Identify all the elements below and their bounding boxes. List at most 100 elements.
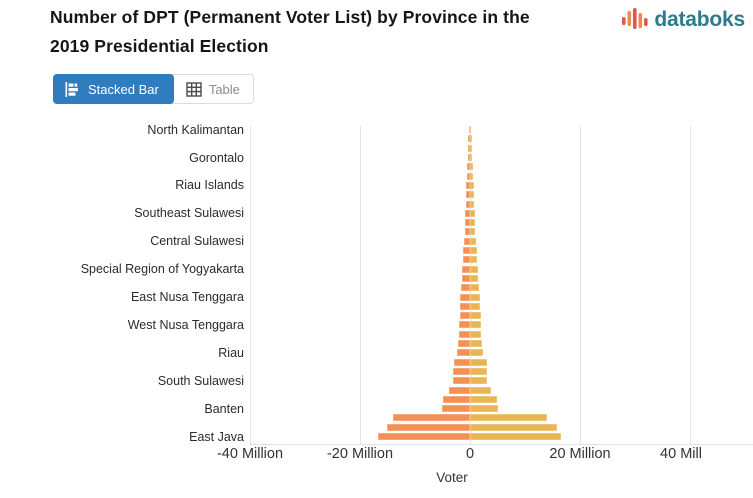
bar-segment-right[interactable] — [470, 228, 476, 236]
stacked-bar-toggle-button[interactable]: Stacked Bar — [53, 74, 174, 104]
bar-segment-left[interactable] — [467, 172, 470, 180]
bar-segment-left[interactable] — [467, 144, 470, 152]
bar-segment-right[interactable] — [470, 414, 547, 422]
bar-segment-left[interactable] — [462, 265, 470, 273]
y-axis-label: West Nusa Tenggara — [127, 317, 244, 332]
bar-segment-left[interactable] — [459, 312, 470, 320]
y-axis-label: Riau — [218, 345, 244, 360]
x-tick-label: 0 — [465, 446, 475, 462]
page-title-line2: 2019 Presidential Election — [50, 35, 269, 56]
x-tick-label: 40 Mill — [660, 446, 702, 462]
bar-segment-right[interactable] — [470, 340, 483, 348]
bar-segment-left[interactable] — [452, 377, 470, 385]
bar-segment-right[interactable] — [470, 312, 481, 320]
bar-segment-right[interactable] — [470, 163, 473, 171]
bar-segment-right[interactable] — [470, 367, 487, 375]
bar-segment-left[interactable] — [453, 358, 470, 366]
bar-segment-left[interactable] — [457, 340, 470, 348]
y-axis-label: East Java — [189, 429, 244, 444]
bar-segment-right[interactable] — [470, 135, 473, 143]
databoks-logo-icon — [622, 8, 649, 29]
bar-segment-right[interactable] — [470, 302, 481, 310]
bar-segment-right[interactable] — [470, 209, 475, 217]
bar-segment-right[interactable] — [470, 200, 474, 208]
stacked-bar-icon — [65, 81, 78, 97]
bar-segment-right[interactable] — [470, 358, 487, 366]
bar-segment-right[interactable] — [470, 126, 472, 134]
bar-segment-right[interactable] — [470, 349, 484, 357]
bar-segment-left[interactable] — [459, 321, 470, 329]
bar-segment-right[interactable] — [470, 181, 474, 189]
bar-segment-left[interactable] — [466, 181, 470, 189]
bar-segment-left[interactable] — [386, 423, 470, 431]
table-icon — [186, 81, 202, 97]
y-axis-label: Southeast Sulawesi — [134, 206, 244, 221]
bar-segment-right[interactable] — [470, 423, 557, 431]
bar-segment-left[interactable] — [393, 414, 470, 422]
bar-segment-left[interactable] — [466, 200, 470, 208]
view-toggle-group: Stacked Bar Table — [53, 74, 254, 104]
bar-segment-right[interactable] — [470, 395, 498, 403]
x-gridline — [360, 126, 361, 444]
bar-segment-right[interactable] — [470, 172, 473, 180]
y-axis-label: Gorontalo — [189, 150, 244, 165]
bar-segment-right[interactable] — [470, 191, 474, 199]
bar-segment-right[interactable] — [470, 386, 492, 394]
bar-segment-left[interactable] — [468, 126, 470, 134]
stacked-bar-toggle-label: Stacked Bar — [88, 81, 159, 97]
y-axis-label: East Nusa Tenggara — [130, 290, 244, 305]
y-axis-label: Special Region of Yogyakarta — [80, 262, 244, 277]
bar-segment-right[interactable] — [470, 293, 480, 301]
bar-segment-right[interactable] — [470, 144, 473, 152]
y-axis-label: Central Sulawesi — [150, 234, 244, 249]
bar-segment-right[interactable] — [470, 405, 498, 413]
bar-segment-left[interactable] — [464, 219, 470, 227]
bar-segment-left[interactable] — [458, 330, 470, 338]
x-gridline — [250, 126, 251, 444]
x-axis-line — [250, 444, 753, 445]
x-axis-title: Voter — [436, 470, 468, 485]
page-title-line1: Number of DPT (Permanent Voter List) by … — [50, 7, 530, 27]
bar-segment-left[interactable] — [456, 349, 470, 357]
bar-segment-right[interactable] — [470, 284, 480, 292]
table-toggle-button[interactable]: Table — [173, 75, 253, 103]
bar-segment-left[interactable] — [466, 191, 470, 199]
x-tick-label: 20 Million — [549, 446, 611, 462]
page-title: Number of DPT (Permanent Voter List) by … — [50, 3, 630, 60]
databoks-wordmark: databoks — [654, 8, 745, 31]
bar-segment-left[interactable] — [462, 256, 470, 264]
bar-segment-left[interactable] — [460, 293, 470, 301]
bar-segment-left[interactable] — [443, 395, 470, 403]
bar-segment-right[interactable] — [470, 330, 482, 338]
bar-segment-left[interactable] — [442, 405, 470, 413]
bar-segment-right[interactable] — [470, 256, 478, 264]
bar-segment-right[interactable] — [470, 321, 481, 329]
bar-segment-right[interactable] — [470, 274, 479, 282]
bar-segment-right[interactable] — [470, 377, 488, 385]
x-tick-label: -40 Million — [216, 446, 284, 462]
bar-segment-left[interactable] — [448, 386, 470, 394]
table-toggle-label: Table — [208, 81, 240, 97]
bar-segment-left[interactable] — [467, 163, 470, 171]
bar-segment-left[interactable] — [460, 284, 470, 292]
bar-segment-left[interactable] — [461, 274, 470, 282]
bar-segment-left[interactable] — [459, 302, 470, 310]
bar-segment-right[interactable] — [470, 237, 476, 245]
bar-segment-right[interactable] — [470, 154, 473, 162]
bar-segment-left[interactable] — [467, 154, 470, 162]
bar-segment-left[interactable] — [453, 367, 470, 375]
bar-segment-left[interactable] — [467, 135, 470, 143]
bar-segment-right[interactable] — [470, 265, 478, 273]
bar-segment-right[interactable] — [470, 433, 562, 441]
bar-segment-left[interactable] — [465, 209, 470, 217]
y-axis-label: Riau Islands — [175, 178, 244, 193]
bar-segment-left[interactable] — [464, 237, 470, 245]
bar-segment-right[interactable] — [470, 247, 477, 255]
bar-segment-right[interactable] — [470, 219, 475, 227]
bar-segment-left[interactable] — [463, 247, 470, 255]
databoks-logo[interactable]: databoks — [621, 5, 745, 35]
bar-segment-left[interactable] — [377, 433, 470, 441]
bar-segment-left[interactable] — [464, 228, 470, 236]
x-tick-label: -20 Million — [326, 446, 394, 462]
